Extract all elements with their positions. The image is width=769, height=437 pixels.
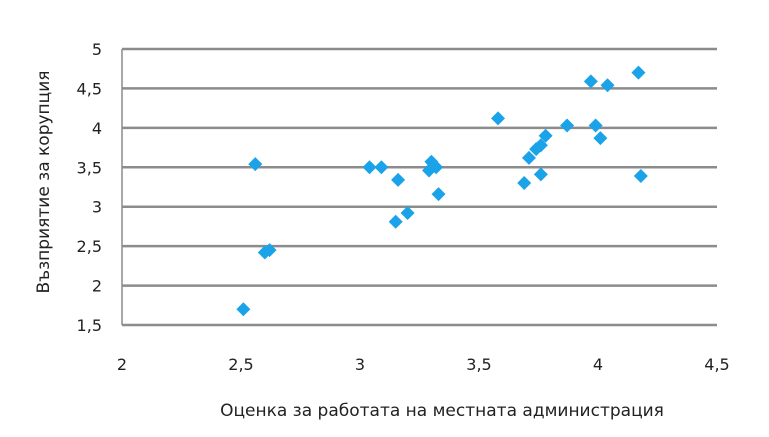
y-tick-label: 4,5 (77, 79, 102, 98)
y-tick-label: 3 (92, 198, 102, 217)
x-tick-label: 4 (593, 355, 603, 374)
data-point (593, 131, 608, 146)
data-point (262, 243, 277, 258)
data-point (400, 206, 415, 221)
data-point (388, 214, 403, 229)
data-point (600, 78, 615, 93)
data-point (631, 65, 646, 80)
data-points (236, 65, 648, 317)
data-point (374, 160, 389, 175)
data-point (533, 167, 548, 182)
gridlines (122, 47, 717, 327)
y-tick-label: 1,5 (77, 316, 102, 335)
data-point (538, 128, 553, 143)
y-tick-label: 3,5 (77, 158, 102, 177)
data-point (583, 74, 598, 89)
data-point (533, 138, 548, 153)
data-point (429, 160, 444, 175)
y-tick-label: 2 (92, 277, 102, 296)
y-axis-ticks: 1,5 2 2,5 3 3,5 4 4,5 5 (77, 40, 102, 335)
data-point (521, 150, 536, 165)
y-tick-label: 5 (92, 40, 102, 59)
data-point (517, 176, 532, 191)
x-tick-label: 3,5 (466, 355, 491, 374)
y-tick-label: 4 (92, 119, 102, 138)
data-point (248, 157, 263, 172)
data-point (362, 160, 377, 175)
x-tick-label: 4,5 (704, 355, 729, 374)
x-tick-label: 2,5 (228, 355, 253, 374)
data-point (431, 187, 446, 202)
x-axis-ticks: 2 2,5 3 3,5 4 4,5 (117, 355, 730, 374)
data-point (588, 118, 603, 133)
data-point (236, 302, 251, 317)
x-tick-label: 3 (355, 355, 365, 374)
data-point (391, 172, 406, 187)
x-tick-label: 2 (117, 355, 127, 374)
data-point (633, 168, 648, 183)
x-axis-title: Оценка за работата на местната администр… (220, 401, 664, 421)
data-point (491, 111, 506, 126)
y-axis-title: Възприятие за корупция (34, 70, 54, 293)
data-point (560, 118, 575, 133)
y-tick-label: 2,5 (77, 237, 102, 256)
